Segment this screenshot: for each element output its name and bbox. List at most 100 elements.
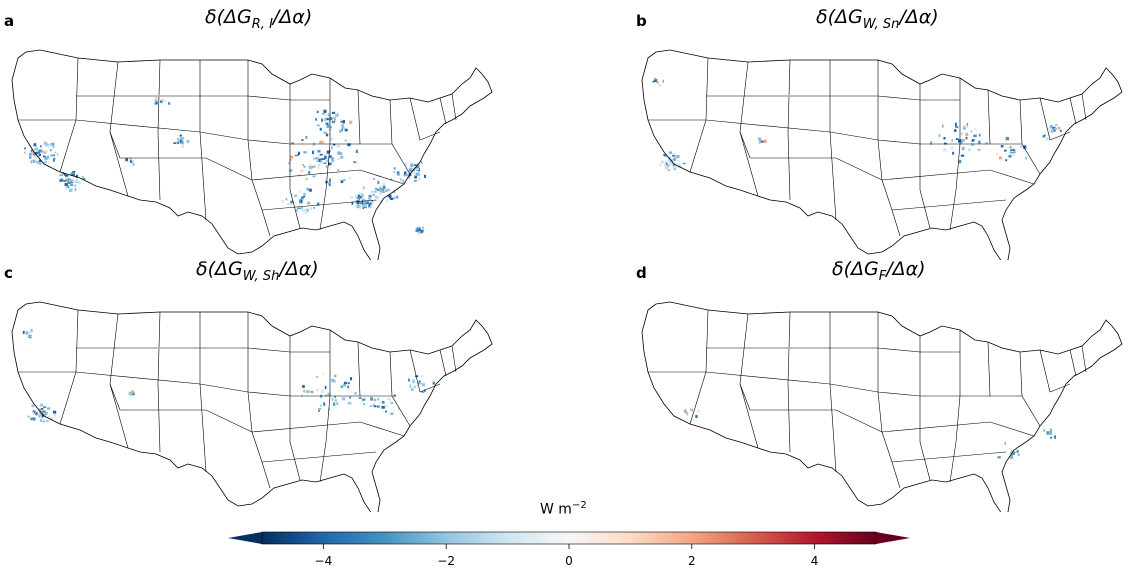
anomaly-pixel: [414, 175, 418, 179]
anomaly-pixel: [358, 206, 362, 209]
anomaly-pixel: [414, 384, 418, 387]
colorbar-min-extension: [228, 532, 262, 544]
anomaly-pixel: [758, 138, 761, 142]
anomaly-pixel: [386, 189, 391, 191]
state-boundary: [787, 59, 791, 133]
anomaly-pixel: [160, 100, 163, 104]
anomaly-pixel: [308, 170, 311, 174]
anomaly-pixel: [308, 164, 312, 166]
anomaly-pixel: [341, 128, 343, 132]
anomaly-pixel: [312, 175, 316, 178]
anomaly-pixel: [173, 142, 177, 144]
anomaly-pixel: [669, 161, 673, 165]
anomaly-pixel: [333, 182, 336, 184]
anomaly-pixel: [1017, 453, 1020, 457]
anomaly-pixel: [686, 418, 689, 421]
anomaly-pixel: [386, 199, 388, 203]
anomaly-pixel: [30, 417, 33, 421]
anomaly-pixel: [950, 146, 954, 150]
anomaly-pixel: [317, 155, 320, 159]
anomaly-pixel: [393, 171, 395, 173]
anomaly-pixel: [320, 389, 324, 393]
state-boundary: [319, 395, 331, 483]
anomaly-pixel: [375, 187, 377, 190]
country-outline: [11, 49, 493, 260]
anomaly-pixel: [67, 178, 71, 181]
anomaly-pixel: [409, 384, 412, 388]
anomaly-pixel: [181, 141, 184, 145]
anomaly-pixel: [350, 377, 353, 381]
country-outline: [641, 301, 1123, 512]
anomaly-pixel: [1011, 450, 1013, 453]
anomaly-pixel: [340, 385, 343, 388]
anomaly-pixel: [943, 148, 947, 152]
anomaly-pixel: [997, 456, 1001, 459]
anomaly-pixel: [409, 167, 412, 170]
state-boundary: [59, 57, 79, 173]
anomaly-pixel: [1049, 431, 1053, 435]
anomaly-pixel: [360, 201, 363, 205]
anomaly-pixel: [403, 173, 406, 177]
anomaly-pixel: [368, 204, 370, 207]
anomaly-pixel: [39, 153, 41, 156]
panel-title: δ(ΔGR, I/Δα): [205, 6, 313, 32]
anomaly-pixel: [377, 405, 380, 408]
anomaly-pixel: [366, 200, 369, 204]
state-boundary: [109, 383, 121, 411]
anomaly-pixel: [968, 148, 971, 151]
anomaly-pixel: [56, 152, 59, 156]
anomaly-pixel: [364, 202, 368, 204]
panel-letter: d: [636, 264, 647, 282]
anomaly-pixel: [665, 162, 668, 166]
anomaly-pixel: [325, 165, 328, 169]
anomaly-pixel: [322, 372, 324, 375]
anomaly-pixel: [339, 129, 342, 133]
anomaly-pixel: [46, 142, 48, 145]
anomaly-pixel: [667, 159, 670, 162]
anomaly-pixel: [53, 414, 57, 417]
anomaly-pixel: [379, 192, 382, 196]
anomaly-pixel: [666, 164, 670, 168]
anomaly-pixel: [376, 196, 379, 200]
anomaly-pixel: [662, 160, 664, 164]
anomaly-pixel: [308, 165, 312, 170]
anomaly-pixel: [416, 168, 420, 170]
anomaly-pixel: [322, 153, 326, 156]
anomaly-pixel: [177, 142, 180, 144]
state-boundary: [451, 345, 457, 373]
anomaly-pixel: [955, 122, 957, 126]
anomaly-pixel: [181, 145, 184, 148]
anomaly-pixel: [421, 391, 424, 393]
anomaly-pixel: [414, 164, 417, 166]
anomaly-pixel: [385, 189, 388, 192]
anomaly-pixel: [677, 163, 681, 167]
anomaly-pixel: [1012, 452, 1015, 456]
anomaly-pixel: [340, 121, 343, 123]
anomaly-pixel: [368, 197, 371, 201]
anomaly-pixel: [353, 161, 357, 163]
anomaly-pixel: [1005, 159, 1008, 162]
anomaly-pixel: [424, 174, 426, 178]
state-boundary: [1069, 97, 1077, 125]
anomaly-pixel: [326, 150, 330, 154]
state-boundary: [251, 421, 405, 437]
anomaly-pixel: [690, 408, 693, 412]
anomaly-pixel: [1045, 137, 1049, 141]
anomaly-pixel: [161, 98, 165, 101]
anomaly-pixel: [373, 405, 377, 408]
anomaly-pixel: [357, 202, 360, 206]
anomaly-pixel: [417, 173, 420, 176]
anomaly-pixel: [372, 178, 376, 180]
anomaly-pixel: [328, 183, 331, 187]
anomaly-pixel: [359, 196, 362, 199]
anomaly-pixel: [320, 160, 323, 163]
state-boundary: [1081, 93, 1087, 121]
anomaly-pixel: [396, 171, 400, 175]
anomaly-pixel: [334, 396, 336, 399]
anomaly-pixel: [290, 155, 294, 159]
anomaly-pixel: [27, 145, 31, 147]
state-boundary: [451, 93, 457, 121]
state-boundary: [750, 157, 883, 181]
anomaly-pixel: [985, 142, 988, 145]
anomaly-pixel: [349, 120, 353, 124]
